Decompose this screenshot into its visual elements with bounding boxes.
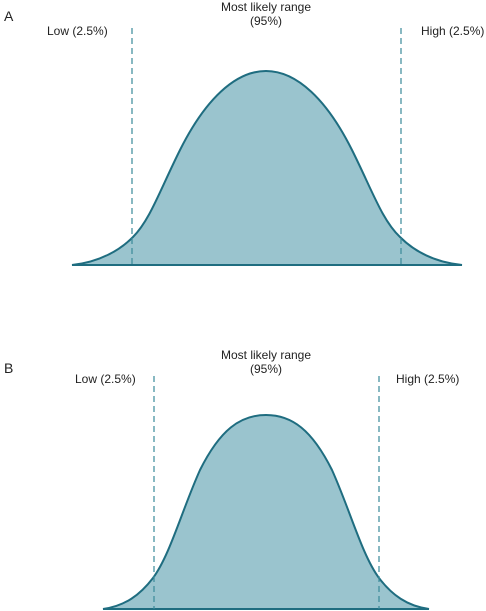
high-tail-label: High (2.5%) bbox=[396, 372, 460, 386]
distribution-panel-b: B Most likely range (95%) Low (2.5%) Hig… bbox=[0, 340, 486, 611]
high-tail-label: High (2.5%) bbox=[421, 24, 485, 38]
panel-letter: A bbox=[4, 8, 14, 24]
panel-letter: B bbox=[4, 360, 14, 376]
low-tail-label: Low (2.5%) bbox=[75, 372, 136, 386]
most-likely-range-label: Most likely range bbox=[220, 0, 312, 14]
distribution-panel-a: A Most likely range (95%) Low (2.5%) Hig… bbox=[0, 0, 486, 305]
most-likely-range-label: Most likely range bbox=[220, 348, 312, 362]
distribution-curve bbox=[102, 413, 430, 610]
distribution-plot bbox=[71, 28, 463, 266]
distribution-curve bbox=[71, 69, 463, 266]
most-likely-range-percent: (95%) bbox=[249, 14, 283, 28]
most-likely-range-percent: (95%) bbox=[249, 362, 283, 376]
low-tail-label: Low (2.5%) bbox=[47, 24, 108, 38]
distribution-plot bbox=[102, 376, 430, 610]
